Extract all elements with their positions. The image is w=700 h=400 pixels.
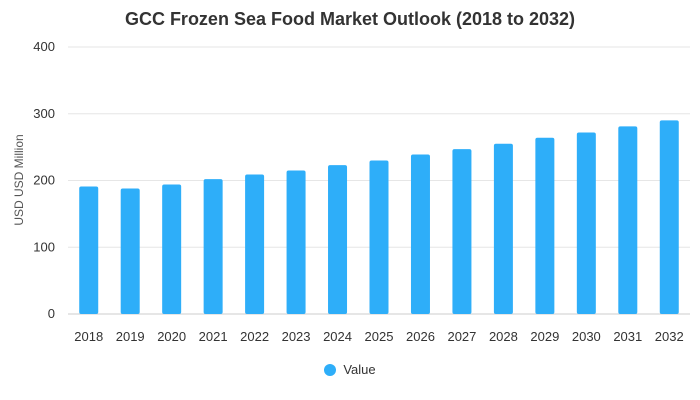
x-tick-label: 2029 xyxy=(530,329,559,344)
x-tick-label: 2026 xyxy=(406,329,435,344)
y-tick-label: 100 xyxy=(33,239,55,254)
x-tick-label: 2027 xyxy=(447,329,476,344)
x-tick-label: 2032 xyxy=(655,329,684,344)
bar-2031[interactable] xyxy=(618,126,638,315)
legend-label: Value xyxy=(343,362,376,377)
x-tick-label: 2021 xyxy=(199,329,228,344)
bar-2032[interactable] xyxy=(659,120,679,314)
y-tick-label: 400 xyxy=(33,39,55,54)
x-tick-label: 2025 xyxy=(365,329,394,344)
bar-2019[interactable] xyxy=(120,188,140,314)
bar-2020[interactable] xyxy=(162,184,182,314)
bar-2024[interactable] xyxy=(328,165,348,314)
bar-2023[interactable] xyxy=(286,170,306,314)
x-tick-label: 2022 xyxy=(240,329,269,344)
x-tick-label: 2020 xyxy=(157,329,186,344)
y-tick-label: 300 xyxy=(33,106,55,121)
bar-2025[interactable] xyxy=(369,160,389,314)
bar-2018[interactable] xyxy=(79,186,99,314)
x-tick-label: 2019 xyxy=(116,329,145,344)
x-tick-label: 2018 xyxy=(74,329,103,344)
bar-2021[interactable] xyxy=(203,179,223,314)
x-tick-label: 2023 xyxy=(282,329,311,344)
y-tick-label: 0 xyxy=(48,306,55,321)
bar-2030[interactable] xyxy=(576,132,596,314)
x-tick-label: 2024 xyxy=(323,329,352,344)
bar-2022[interactable] xyxy=(245,174,265,314)
bar-2028[interactable] xyxy=(493,143,513,314)
bar-2027[interactable] xyxy=(452,149,472,314)
x-tick-label: 2031 xyxy=(613,329,642,344)
legend[interactable]: Value xyxy=(0,362,700,377)
bar-2026[interactable] xyxy=(410,154,430,314)
chart-title: GCC Frozen Sea Food Market Outlook (2018… xyxy=(124,9,576,29)
y-tick-label: 200 xyxy=(33,173,55,188)
x-tick-label: 2028 xyxy=(489,329,518,344)
legend-swatch xyxy=(324,363,337,376)
x-tick-label: 2030 xyxy=(572,329,601,344)
bar-2029[interactable] xyxy=(535,137,555,314)
